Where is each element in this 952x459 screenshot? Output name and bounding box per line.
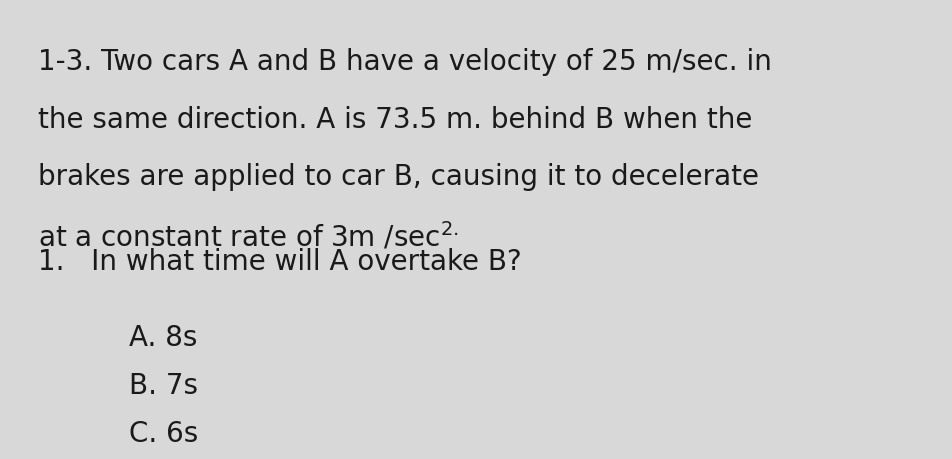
- Text: at a constant rate of 3m /sec$^{2.}$: at a constant rate of 3m /sec$^{2.}$: [38, 220, 458, 252]
- Text: 1-3. Two cars A and B have a velocity of 25 m/sec. in: 1-3. Two cars A and B have a velocity of…: [38, 48, 771, 76]
- Text: the same direction. A is 73.5 m. behind B when the: the same direction. A is 73.5 m. behind …: [38, 106, 752, 134]
- Text: brakes are applied to car B, causing it to decelerate: brakes are applied to car B, causing it …: [38, 163, 759, 191]
- Text: B. 7s: B. 7s: [129, 371, 197, 399]
- Text: 1.   In what time will A overtake B?: 1. In what time will A overtake B?: [38, 247, 522, 275]
- Text: C. 6s: C. 6s: [129, 420, 198, 448]
- Text: A. 8s: A. 8s: [129, 323, 197, 351]
